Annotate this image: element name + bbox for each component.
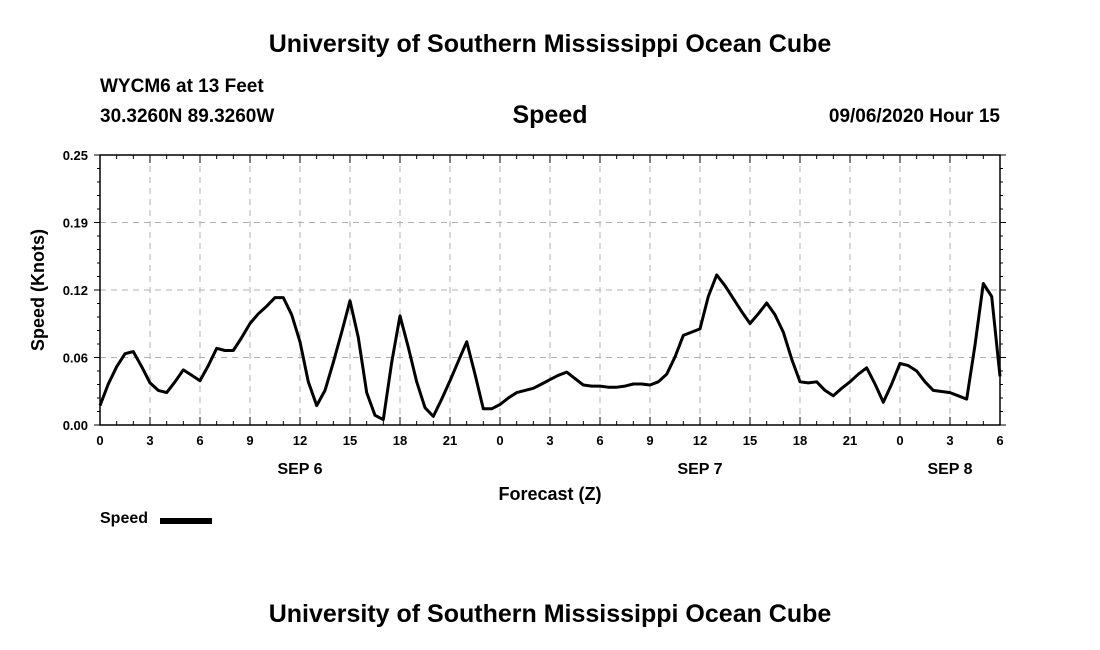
date-label: SEP 6: [277, 461, 322, 478]
y-tick-label: 0.00: [63, 418, 88, 433]
grid: [100, 155, 1000, 425]
date-label: SEP 8: [927, 461, 972, 478]
timestamp-label: 09/06/2020 Hour 15: [828, 106, 1000, 127]
x-tick-label: 3: [146, 433, 153, 448]
x-tick-label: 21: [443, 433, 457, 448]
x-tick-label: 12: [693, 433, 707, 448]
x-tick-label: 21: [843, 433, 857, 448]
y-tick-label: 0.25: [63, 148, 88, 163]
x-tick-label: 15: [343, 433, 357, 448]
x-axis-label: Forecast (Z): [498, 484, 601, 504]
date-label: SEP 7: [677, 461, 722, 478]
x-tick-label: 9: [246, 433, 253, 448]
y-axis-label: Speed (Knots): [28, 229, 48, 351]
x-tick-label: 9: [646, 433, 653, 448]
x-tick-label: 6: [596, 433, 603, 448]
x-tick-label: 12: [293, 433, 307, 448]
x-tick-label: 3: [546, 433, 553, 448]
station-label: WYCM6 at 13 Feet: [100, 76, 264, 97]
x-tick-label: 3: [946, 433, 953, 448]
x-tick-label: 0: [896, 433, 903, 448]
x-tick-label: 6: [196, 433, 203, 448]
x-tick-label: 15: [743, 433, 757, 448]
plot-title: Speed: [512, 101, 588, 129]
tick-labels: 0 3 6 9 12 15 18 21 0 3 6 9 12 15 18 21 0 3 6 0.00 0.06 0.12 0…: [63, 148, 1004, 478]
legend-label: Speed: [100, 510, 149, 527]
y-tick-label: 0.19: [63, 216, 88, 231]
x-tick-label: 0: [96, 433, 103, 448]
bottom-title: University of Southern Mississippi Ocean…: [268, 600, 832, 628]
top-title: University of Southern Mississippi Ocean…: [268, 30, 832, 58]
speed-series-line: [98, 273, 1002, 422]
x-tick-label: 0: [496, 433, 503, 448]
y-tick-label: 0.06: [63, 351, 88, 366]
x-tick-label: 18: [793, 433, 807, 448]
coords-label: 30.3260N 89.3260W: [100, 106, 275, 127]
x-tick-label: 6: [996, 433, 1003, 448]
x-tick-label: 18: [393, 433, 407, 448]
plot-frame: [99, 154, 1001, 426]
y-tick-label: 0.12: [63, 283, 88, 298]
